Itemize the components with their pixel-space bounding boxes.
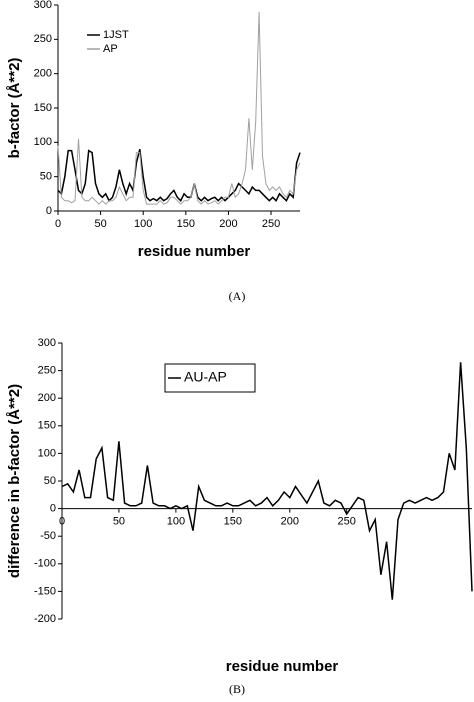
- x-tick-label: 100: [134, 218, 152, 230]
- x-tick-label: 50: [94, 218, 106, 230]
- y-tick-label: 50: [40, 171, 52, 183]
- legend-label: AU-AP: [184, 369, 227, 385]
- x-tick-label: 250: [262, 218, 280, 230]
- y-tick-label: 300: [34, 0, 52, 11]
- x-axis-title: residue number: [226, 658, 339, 675]
- y-tick-label: 0: [46, 205, 52, 217]
- x-tick-label: 50: [113, 516, 125, 528]
- y-tick-label: 50: [44, 475, 56, 487]
- x-tick-label: 0: [55, 218, 61, 230]
- y-tick-label: -100: [34, 558, 56, 570]
- legend-label: AP: [103, 43, 118, 55]
- y-axis-title: difference in b-factor (Å**2): [6, 384, 23, 578]
- y-tick-label: 100: [38, 447, 56, 459]
- x-tick-label: 200: [281, 516, 299, 528]
- y-tick-label: 0: [50, 503, 56, 515]
- series-line: [57, 11, 301, 205]
- x-tick-label: 100: [167, 516, 185, 528]
- x-tick-label: 150: [177, 218, 195, 230]
- caption: (B): [229, 682, 245, 696]
- y-tick-label: 150: [38, 420, 56, 432]
- y-axis-title: b-factor (Å**2): [6, 58, 23, 159]
- x-tick-label: 0: [59, 516, 65, 528]
- series-line: [57, 149, 301, 202]
- y-tick-label: -50: [40, 530, 56, 542]
- y-tick-label: 250: [38, 365, 56, 377]
- y-tick-label: 200: [34, 68, 52, 80]
- y-tick-label: 250: [34, 33, 52, 45]
- x-tick-label: 250: [338, 516, 356, 528]
- legend-box: [84, 28, 122, 56]
- x-axis-title: residue number: [138, 243, 251, 260]
- y-tick-label: 150: [34, 102, 52, 114]
- y-tick-label: -200: [34, 613, 56, 625]
- legend-label: 1JST: [103, 29, 129, 41]
- x-tick-label: 200: [219, 218, 237, 230]
- y-tick-label: 200: [38, 392, 56, 404]
- series-line: [61, 362, 473, 600]
- caption: (A): [229, 289, 246, 303]
- y-tick-label: -150: [34, 585, 56, 597]
- x-tick-label: 150: [224, 516, 242, 528]
- y-tick-label: 100: [34, 136, 52, 148]
- y-tick-label: 300: [38, 337, 56, 349]
